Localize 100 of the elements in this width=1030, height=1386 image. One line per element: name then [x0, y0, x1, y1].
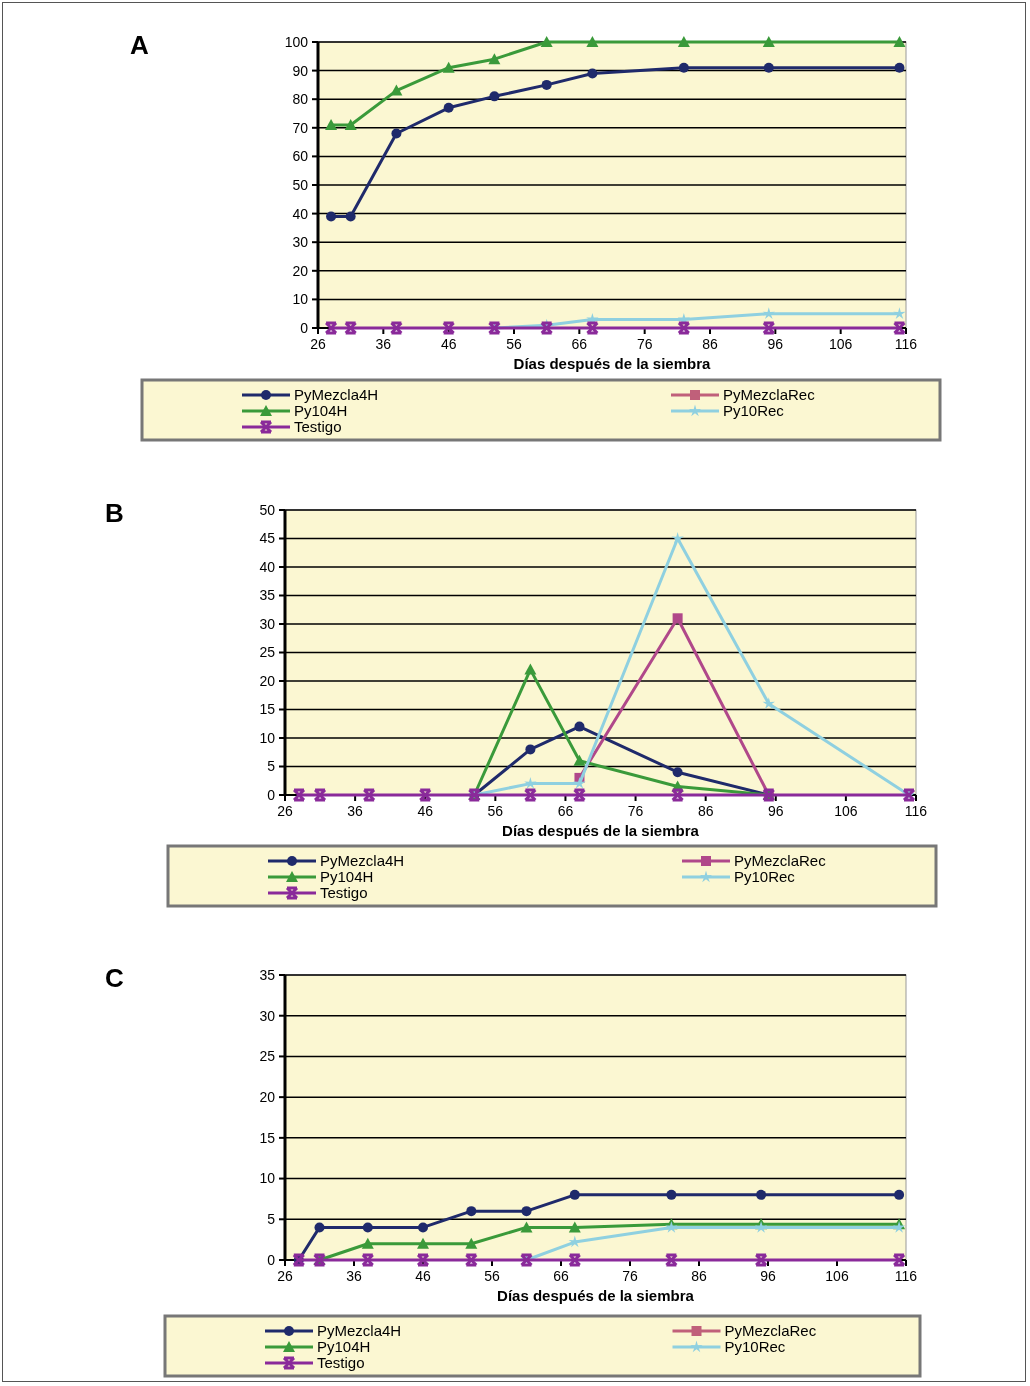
point	[678, 62, 689, 73]
point	[892, 1253, 906, 1267]
x-tick-label: 86	[702, 336, 718, 352]
x-tick-label: 116	[894, 336, 918, 352]
y-tick-label: 25	[259, 1048, 276, 1065]
point	[416, 1253, 430, 1267]
point	[465, 1237, 478, 1249]
y-tick-label: 100	[284, 33, 309, 50]
point	[671, 788, 685, 802]
point	[466, 1206, 477, 1217]
legend-label: Py10Rec	[724, 1338, 786, 1356]
y-tick-label: 15	[259, 701, 276, 718]
point	[390, 84, 403, 96]
legend-label: Testigo	[320, 884, 368, 902]
point	[391, 128, 402, 139]
x-tick-label: 36	[346, 1268, 362, 1284]
legend-label: PyMezcla4H	[294, 386, 379, 404]
legend-label: Py104H	[294, 402, 348, 420]
legend-label: Py10Rec	[723, 402, 785, 420]
legend-label: PyMezcla4H	[320, 852, 405, 870]
y-tick-label: 90	[292, 62, 309, 79]
point	[524, 663, 537, 675]
point	[677, 321, 691, 335]
point	[344, 118, 357, 130]
chart-title: A	[130, 30, 149, 60]
point	[569, 1189, 580, 1200]
point	[442, 61, 455, 73]
point	[573, 777, 586, 789]
legend-label: PyMezclaRec	[734, 852, 827, 870]
y-tick-label: 5	[267, 1211, 276, 1228]
x-tick-label: 46	[417, 803, 434, 819]
point	[762, 36, 775, 47]
chart-title: C	[105, 963, 124, 993]
point	[520, 1221, 533, 1233]
point	[572, 788, 586, 802]
point	[666, 1189, 677, 1200]
y-tick-label: 30	[259, 615, 276, 632]
x-tick-label: 66	[557, 803, 574, 819]
legend-label: Py10Rec	[734, 868, 796, 886]
y-tick-label: 5	[267, 758, 276, 775]
y-tick-label: 35	[259, 587, 276, 604]
point	[324, 321, 338, 335]
x-tick-label: 26	[277, 1268, 293, 1284]
point	[443, 102, 454, 113]
y-tick-label: 45	[259, 530, 276, 547]
x-tick-label: 46	[440, 336, 457, 352]
y-tick-label: 15	[259, 1129, 276, 1146]
legend-label: PyMezclaRec	[723, 386, 816, 404]
point	[344, 321, 358, 335]
x-tick-label: 66	[553, 1268, 569, 1284]
point	[586, 36, 599, 47]
legend-label: Testigo	[294, 418, 342, 436]
point	[568, 1221, 581, 1233]
point	[894, 62, 905, 73]
point	[418, 1222, 428, 1233]
y-tick-label: 0	[300, 319, 309, 336]
y-tick-label: 20	[292, 262, 309, 279]
point	[325, 118, 338, 130]
point	[345, 211, 356, 222]
point	[314, 1222, 325, 1233]
point	[524, 777, 537, 789]
point	[362, 788, 376, 802]
y-tick-label: 20	[259, 672, 276, 689]
y-tick-label: 50	[292, 176, 309, 193]
legend-label: Py104H	[320, 868, 374, 886]
point	[521, 1206, 532, 1217]
point	[763, 62, 774, 73]
point	[540, 36, 553, 47]
point	[762, 321, 776, 335]
x-tick-label: 26	[310, 336, 326, 352]
legend-label: Py104H	[317, 1338, 371, 1356]
point	[677, 36, 690, 47]
point	[523, 788, 537, 802]
point	[894, 1189, 905, 1200]
x-tick-label: 116	[894, 1268, 918, 1284]
x-tick-label: 56	[506, 336, 522, 352]
chart-title: B	[105, 498, 124, 528]
y-tick-label: 20	[259, 1089, 276, 1106]
point	[389, 321, 403, 335]
x-tick-label: 106	[834, 803, 858, 819]
point	[664, 1253, 678, 1267]
point	[762, 307, 775, 319]
y-tick-label: 10	[292, 291, 309, 308]
x-tick-label: 56	[484, 1268, 500, 1284]
point	[756, 1189, 767, 1200]
y-tick-label: 10	[259, 729, 276, 746]
point	[361, 1237, 374, 1249]
point	[671, 532, 684, 544]
point	[417, 1237, 429, 1249]
point	[568, 1253, 582, 1267]
point	[442, 321, 456, 335]
x-tick-label: 56	[487, 803, 504, 819]
point	[540, 321, 554, 335]
y-tick-label: 50	[259, 501, 276, 518]
point	[672, 767, 683, 778]
x-tick-label: 106	[825, 1268, 849, 1284]
x-tick-label: 76	[622, 1268, 638, 1284]
point	[585, 321, 599, 335]
point	[893, 36, 906, 47]
x-axis-title: Días después de la siembra	[497, 1287, 695, 1304]
